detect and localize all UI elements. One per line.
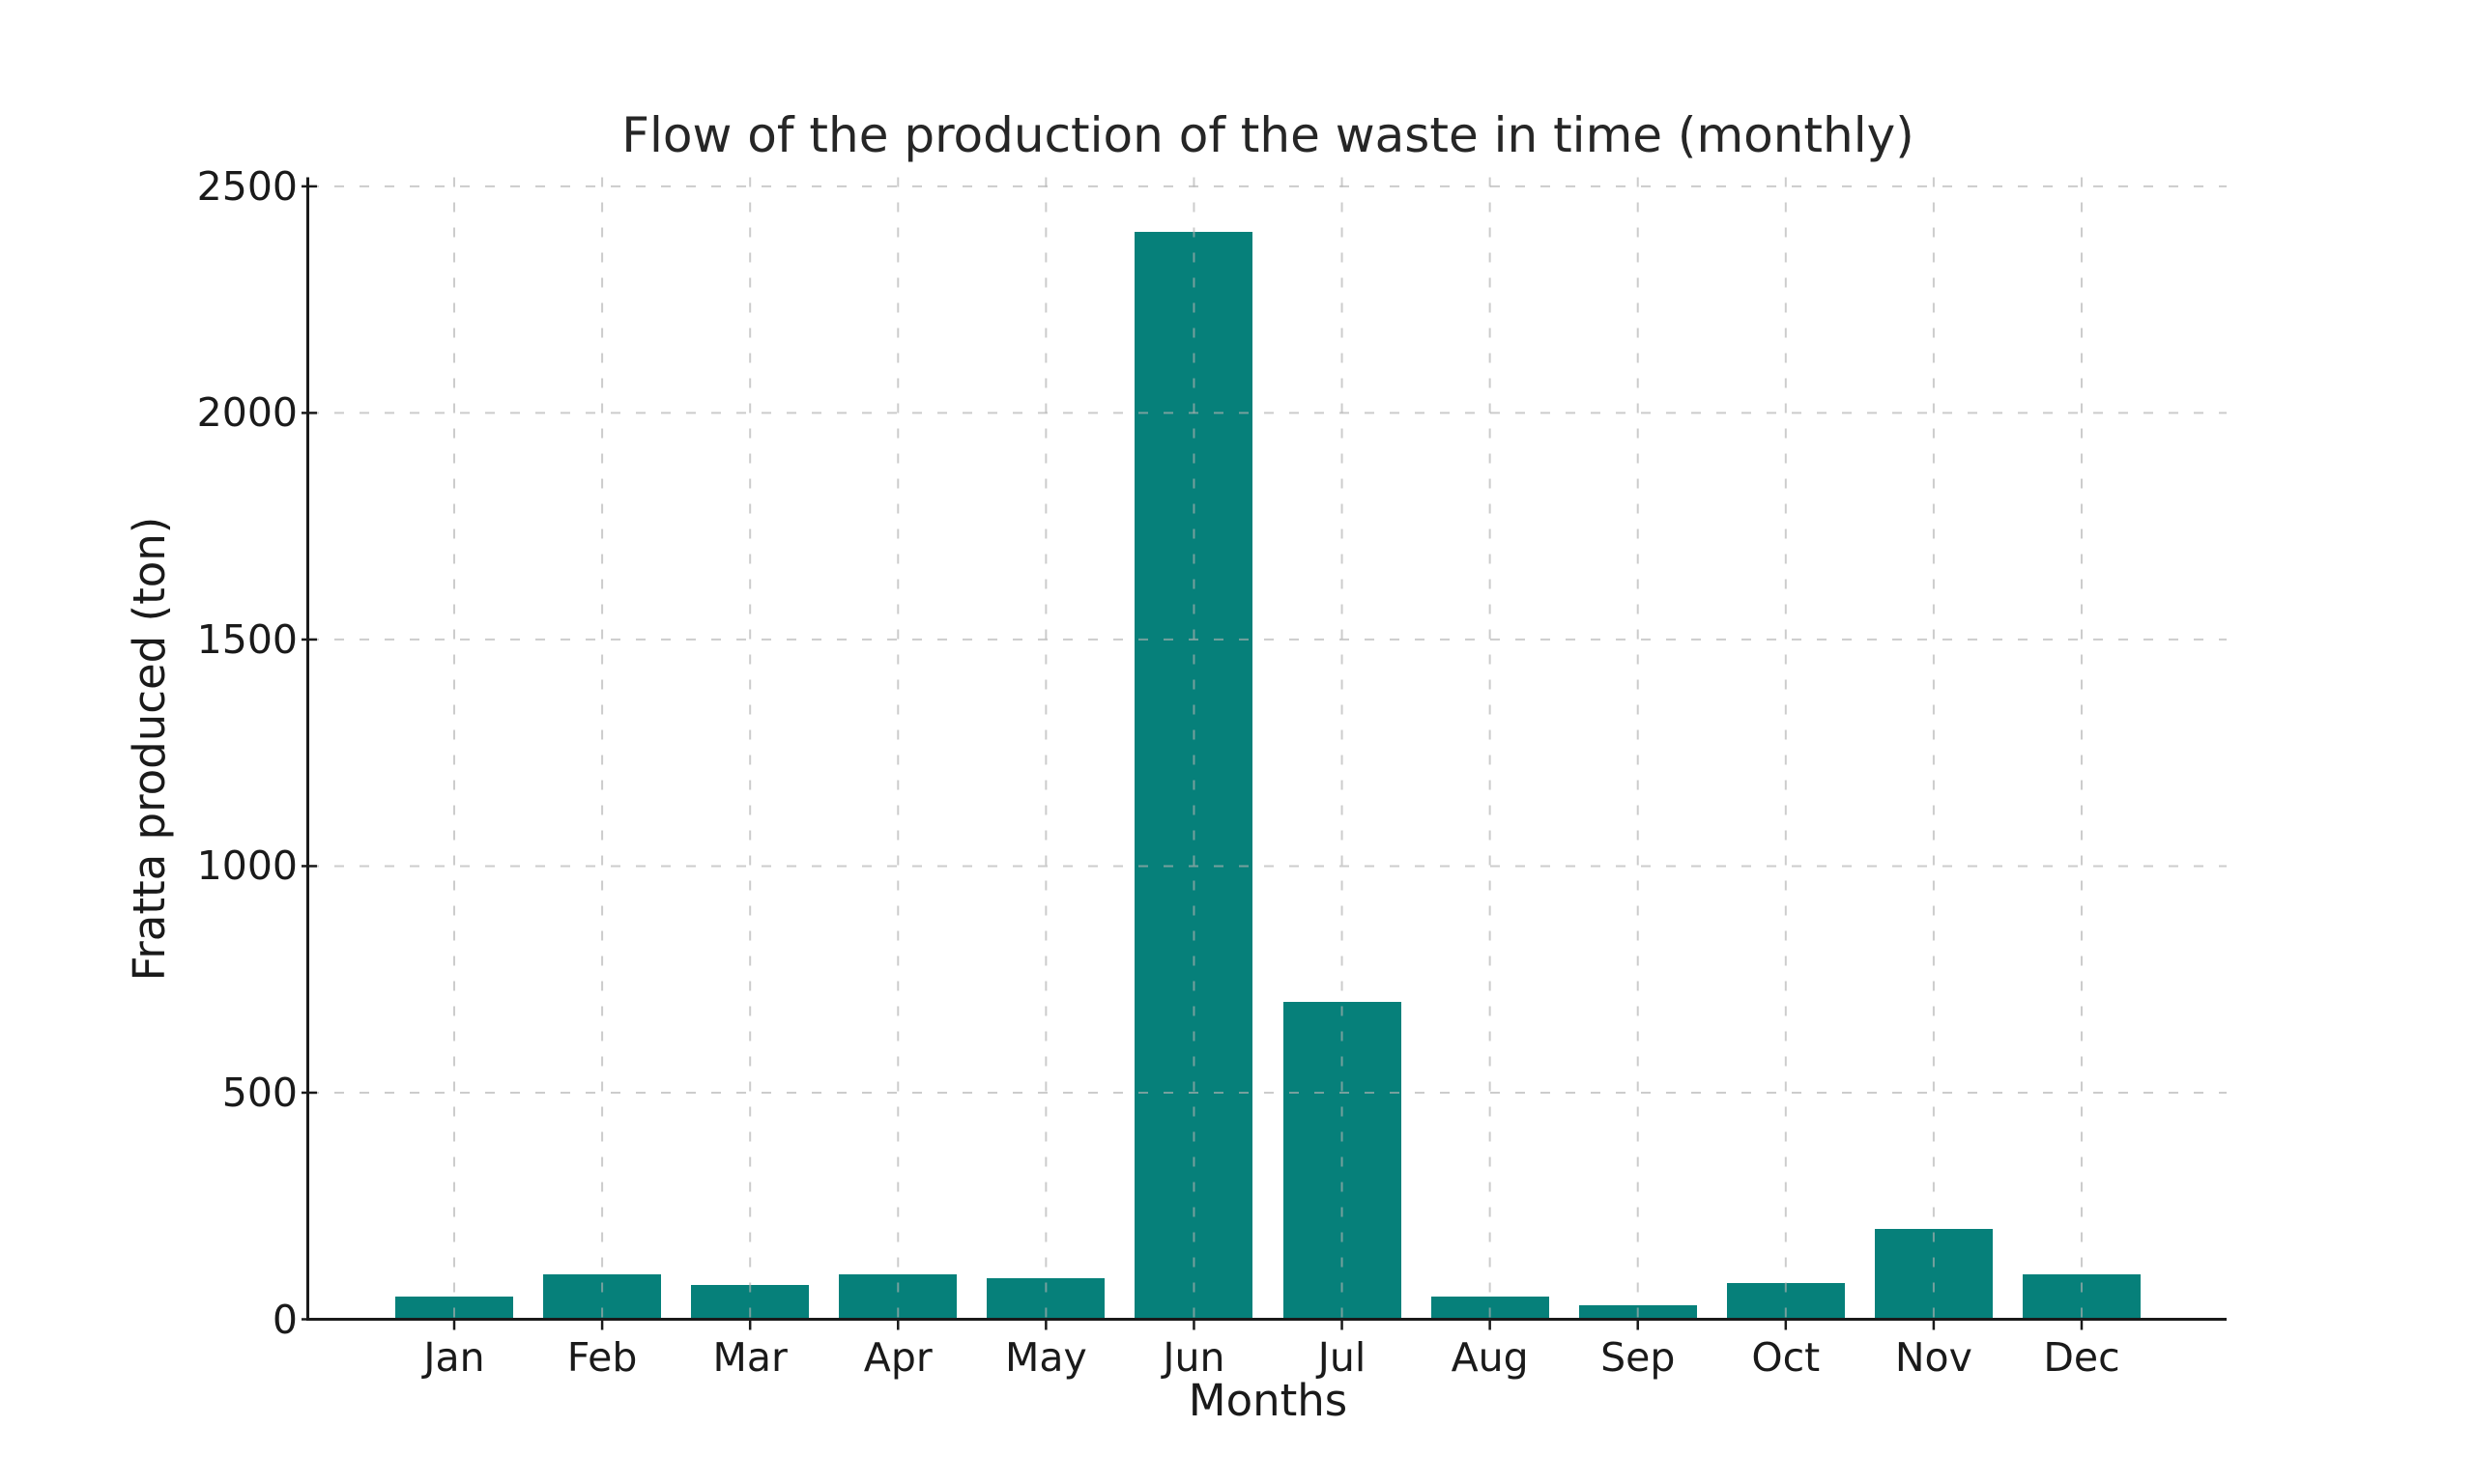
x-tick-label: Feb: [566, 1334, 638, 1381]
y-tick-label: 0: [272, 1296, 298, 1343]
y-tick-label: 2500: [196, 162, 298, 210]
x-tick-label: Aug: [1451, 1334, 1529, 1381]
x-tick-label: Mar: [712, 1334, 788, 1381]
x-tick-label: Apr: [863, 1334, 933, 1381]
bar-aug: [1430, 1297, 1549, 1321]
x-tick-label: Jul: [1317, 1334, 1366, 1381]
x-tick-label: Sep: [1600, 1334, 1676, 1381]
x-tick-label: Jan: [423, 1334, 485, 1381]
bar-dec: [2023, 1273, 2141, 1321]
x-tick-label: Nov: [1894, 1334, 1972, 1381]
y-tick-label: 2000: [196, 389, 298, 437]
x-axis-label: Months: [1188, 1375, 1348, 1426]
bar-mar: [691, 1285, 810, 1321]
bar-may: [987, 1278, 1106, 1321]
chart-title: Flow of the production of the waste in t…: [621, 107, 1914, 163]
y-axis-label: Fratta produced (ton): [124, 516, 175, 982]
bar-jan: [395, 1297, 513, 1321]
bar-oct: [1726, 1282, 1845, 1321]
bar-feb: [543, 1273, 662, 1321]
bar-jul: [1282, 1002, 1401, 1321]
x-tick-label: Oct: [1751, 1334, 1821, 1381]
x-tick-label: May: [1004, 1334, 1087, 1381]
y-tick-label: 500: [221, 1069, 298, 1116]
bar-nov: [1874, 1228, 1993, 1321]
x-tick-label: Jun: [1163, 1334, 1225, 1381]
x-tick-label: Dec: [2043, 1334, 2120, 1381]
y-tick-label: 1000: [196, 842, 298, 890]
bar-apr: [839, 1273, 958, 1321]
bar-jun: [1135, 231, 1253, 1321]
bar-sep: [1578, 1305, 1697, 1321]
y-tick-label: 1500: [196, 615, 298, 663]
